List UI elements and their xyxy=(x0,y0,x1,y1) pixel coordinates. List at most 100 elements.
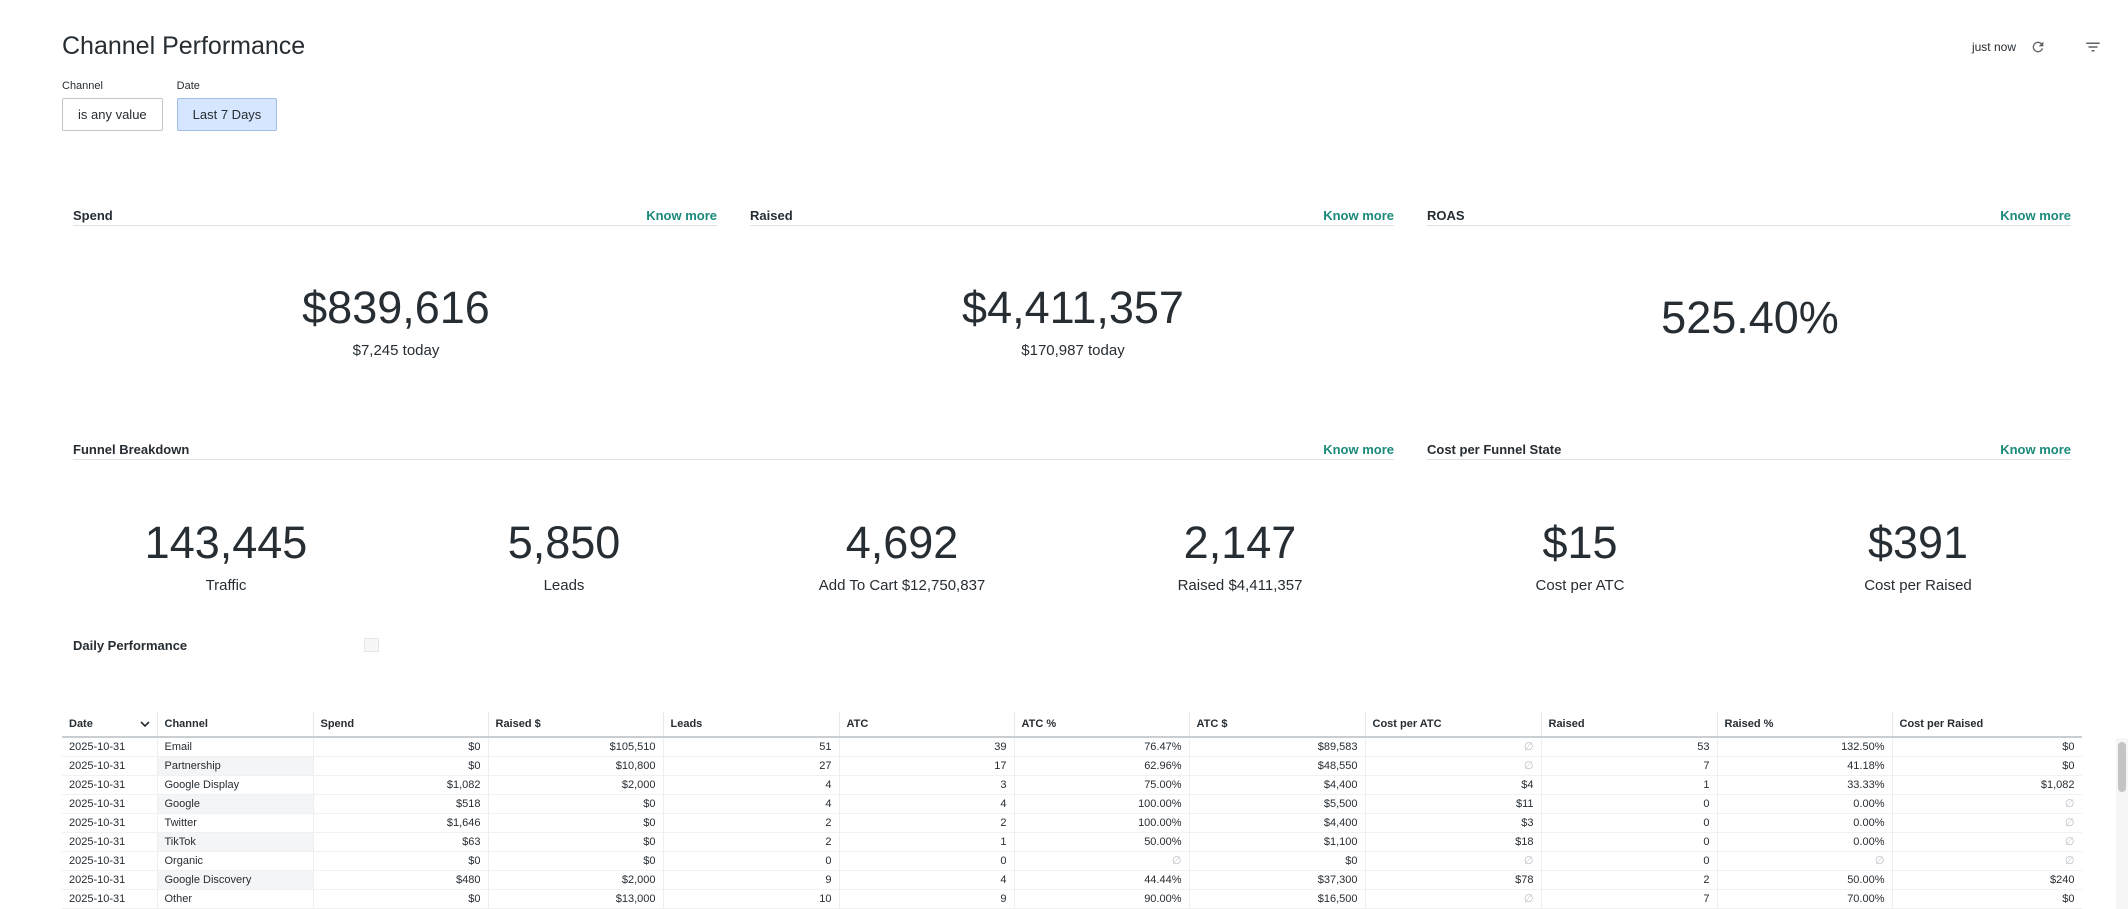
column-header[interactable]: Raised % xyxy=(1717,712,1893,738)
column-header[interactable]: Spend xyxy=(313,712,489,738)
atc-label: Add To Cart $12,750,837 xyxy=(818,577,986,594)
table-row: 2025-10-31 Partnership $0 $10,800 27 17 62.96%… xyxy=(62,756,2082,776)
table-cell: 17 xyxy=(839,756,1015,776)
raised-know-more-link[interactable]: Know more xyxy=(1323,208,1394,223)
table-cell: $0 xyxy=(313,851,489,871)
column-header[interactable]: Date xyxy=(62,712,158,738)
spend-know-more-link[interactable]: Know more xyxy=(646,208,717,223)
table-cell: ∅ xyxy=(1892,794,2082,814)
filter-channel-button[interactable]: is any value xyxy=(62,98,163,131)
traffic-value: 143,445 xyxy=(144,517,308,568)
table-row: 2025-10-31 Twitter $1,646 $0 2 2 100.00% $4,400… xyxy=(62,813,2082,833)
column-header[interactable]: Channel xyxy=(157,712,314,738)
raised-kpi: $4,411,357 $170,987 today xyxy=(962,285,1184,359)
column-header[interactable]: ATC $ xyxy=(1189,712,1366,738)
column-header[interactable]: ATC xyxy=(839,712,1015,738)
leads-label: Leads xyxy=(543,577,585,594)
table-cell: $18 xyxy=(1365,832,1542,852)
table-cell: 4 xyxy=(839,870,1015,890)
cost-funnel-know-more-link[interactable]: Know more xyxy=(2000,442,2071,457)
column-header[interactable]: Raised xyxy=(1541,712,1718,738)
table-cell: 39 xyxy=(839,737,1015,757)
sort-chevron-down-icon[interactable] xyxy=(139,718,150,730)
table-cell: 41.18% xyxy=(1717,756,1893,776)
table-row: 2025-10-31 Google Discovery $480 $2,000 9 4 44… xyxy=(62,870,2082,890)
table-cell: Organic xyxy=(157,851,314,871)
funnel-traffic-kpi: 143,445 Traffic xyxy=(145,520,308,594)
funnel-tile-header: Funnel Breakdown Know more xyxy=(73,442,1394,460)
table-body: 2025-10-31 Email $0 $105,510 51 39 76.47% $89,5… xyxy=(62,737,2082,909)
table-cell: 4 xyxy=(663,775,840,795)
cost-per-atc-value: $15 xyxy=(1542,517,1618,568)
table-cell: Other xyxy=(157,889,314,909)
table-cell: 0 xyxy=(1541,813,1718,833)
table-cell: 90.00% xyxy=(1014,889,1190,909)
column-header-label: Raised % xyxy=(1724,718,1774,730)
table-cell: $0 xyxy=(1892,737,2082,757)
table-cell: $3 xyxy=(1365,813,1542,833)
column-header[interactable]: Cost per ATC xyxy=(1365,712,1542,738)
table-cell: $11 xyxy=(1365,794,1542,814)
funnel-tile-title: Funnel Breakdown xyxy=(73,442,190,457)
table-cell: 132.50% xyxy=(1717,737,1893,757)
table-cell: 0 xyxy=(839,851,1015,871)
table-scrollbar-thumb[interactable] xyxy=(2118,742,2126,792)
column-header-label: Date xyxy=(69,718,93,730)
table-cell: 1 xyxy=(1541,775,1718,795)
spend-value: $839,616 xyxy=(302,282,490,333)
table-cell: $0 xyxy=(488,851,664,871)
filter-bar: Channel is any value Date Last 7 Days xyxy=(62,80,278,131)
table-cell: 100.00% xyxy=(1014,813,1190,833)
table-cell: 53 xyxy=(1541,737,1718,757)
table-cell: $10,800 xyxy=(488,756,664,776)
table-scrollbar[interactable] xyxy=(2116,738,2128,909)
column-header[interactable]: Raised $ xyxy=(488,712,664,738)
column-header-label: Leads xyxy=(670,718,703,730)
table-cell: 33.33% xyxy=(1717,775,1893,795)
table-cell: ∅ xyxy=(1365,756,1542,776)
table-cell: $89,583 xyxy=(1189,737,1366,757)
table-cell: 0.00% xyxy=(1717,794,1893,814)
table-cell: 2025-10-31 xyxy=(62,794,158,814)
filter-toggle-icon[interactable] xyxy=(2084,38,2102,56)
table-cell: 2 xyxy=(663,832,840,852)
column-header[interactable]: ATC % xyxy=(1014,712,1190,738)
refresh-icon[interactable] xyxy=(2030,39,2046,55)
table-cell: $5,500 xyxy=(1189,794,1366,814)
column-header-label: Cost per ATC xyxy=(1372,718,1442,730)
table-row: 2025-10-31 TikTok $63 $0 2 1 50.00% $1,100 $18 0 0… xyxy=(62,832,2082,852)
table-cell: $0 xyxy=(488,794,664,814)
filter-date-button[interactable]: Last 7 Days xyxy=(176,98,278,131)
column-header-label: ATC % xyxy=(1021,718,1057,730)
table-cell: ∅ xyxy=(1365,851,1542,871)
table-cell: $240 xyxy=(1892,870,2082,890)
traffic-label: Traffic xyxy=(205,577,247,594)
table-cell: Google xyxy=(157,794,314,814)
page-title: Channel Performance xyxy=(62,32,306,60)
table-cell: ∅ xyxy=(1717,851,1893,871)
table-cell: 0.00% xyxy=(1717,832,1893,852)
roas-tile-header: ROAS Know more xyxy=(1427,208,2071,226)
column-header[interactable]: Cost per Raised xyxy=(1892,712,2082,738)
raised-tile-header: Raised Know more xyxy=(750,208,1394,226)
table-cell: ∅ xyxy=(1892,813,2082,833)
column-header-label: Raised xyxy=(1548,718,1585,730)
table-cell: $16,500 xyxy=(1189,889,1366,909)
table-cell: ∅ xyxy=(1892,832,2082,852)
daily-performance-options-icon[interactable] xyxy=(364,638,379,652)
column-header[interactable]: Leads xyxy=(663,712,840,738)
table-header-row: Date Channel Spend Raised $ Leads ATC ATC % ATC… xyxy=(62,712,2082,738)
table-cell: 2025-10-31 xyxy=(62,756,158,776)
table-cell: $37,300 xyxy=(1189,870,1366,890)
funnel-tile: Funnel Breakdown Know more 143,445 Traff… xyxy=(73,442,1394,602)
table-cell: 7 xyxy=(1541,889,1718,909)
table-cell: 2 xyxy=(839,813,1015,833)
table-cell: 2025-10-31 xyxy=(62,737,158,757)
raised-tile-title: Raised xyxy=(750,208,793,223)
table-cell: 2025-10-31 xyxy=(62,851,158,871)
table-cell: $0 xyxy=(313,737,489,757)
funnel-know-more-link[interactable]: Know more xyxy=(1323,442,1394,457)
column-header-label: Channel xyxy=(164,718,208,730)
atc-value: 4,692 xyxy=(845,517,959,568)
roas-know-more-link[interactable]: Know more xyxy=(2000,208,2071,223)
